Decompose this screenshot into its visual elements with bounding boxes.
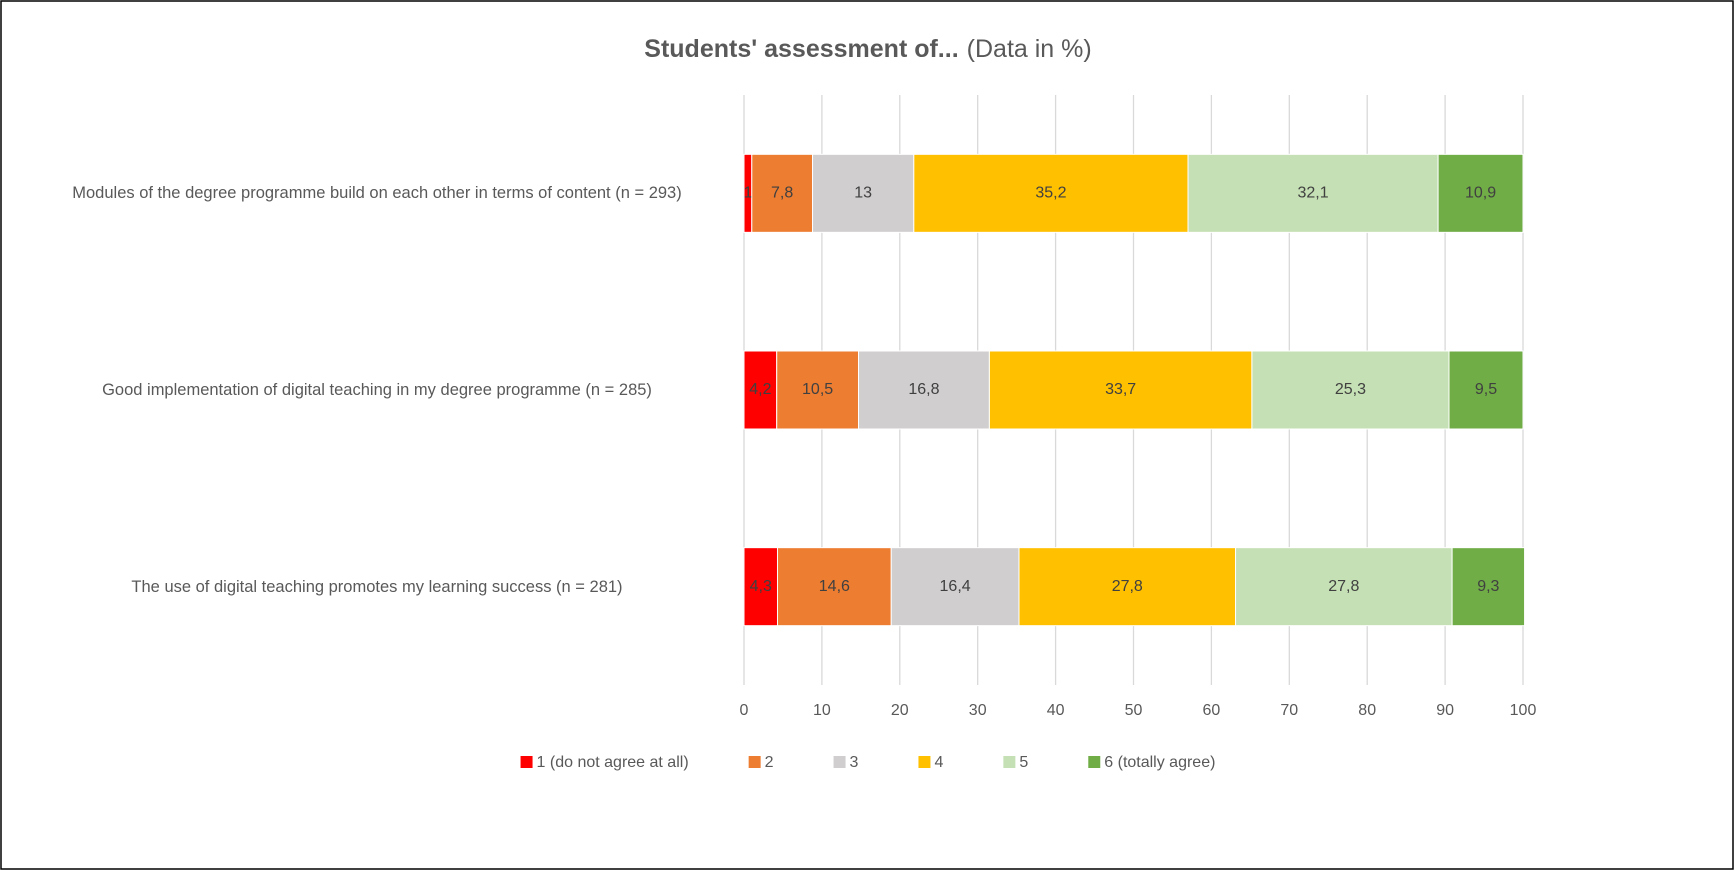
bar-segment <box>858 350 990 430</box>
x-tick-label: 90 <box>1436 702 1454 719</box>
x-tick-label: 0 <box>740 702 749 719</box>
bar-segment <box>913 153 1189 233</box>
data-label: 14,6 <box>819 578 850 595</box>
chart-title: Students' assessment of... (Data in %) <box>644 35 1091 63</box>
bar-segment <box>1448 350 1524 430</box>
y-tick-label: Modules of the degree programme build on… <box>72 184 682 203</box>
legend-label: 6 (totally agree) <box>1104 754 1215 771</box>
legend-swatch <box>918 756 931 768</box>
data-label: 7,8 <box>771 185 793 202</box>
data-label: 1 <box>743 185 752 202</box>
data-label: 4,2 <box>749 381 771 398</box>
legend-label: 3 <box>850 754 859 771</box>
x-tick-label: 100 <box>1510 702 1537 719</box>
data-label: 27,8 <box>1328 578 1359 595</box>
legend-swatch <box>833 756 846 768</box>
data-label: 4,3 <box>750 578 772 595</box>
legend-swatch <box>1088 756 1101 768</box>
y-tick-label: The use of digital teaching promotes my … <box>131 577 623 596</box>
y-tick-label: Good implementation of digital teaching … <box>102 381 652 399</box>
x-tick-label: 30 <box>969 702 987 719</box>
bar-segment <box>1451 547 1526 627</box>
data-label: 35,2 <box>1035 185 1066 202</box>
data-label: 27,8 <box>1112 578 1143 595</box>
data-label: 16,4 <box>940 578 971 595</box>
legend-label: 1 (do not agree at all) <box>537 754 689 771</box>
legend-swatch <box>748 756 761 768</box>
x-tick-label: 40 <box>1047 702 1065 719</box>
x-tick-label: 80 <box>1358 702 1376 719</box>
bar-segment <box>812 153 915 233</box>
legend-label: 5 <box>1019 754 1028 771</box>
legend-label: 2 <box>765 754 774 771</box>
x-tick-label: 10 <box>813 702 831 719</box>
bar-segment <box>1251 350 1450 430</box>
bar-segment <box>890 547 1020 627</box>
data-label: 33,7 <box>1105 381 1136 398</box>
legend-label: 4 <box>934 754 943 771</box>
data-label: 9,3 <box>1477 578 1499 595</box>
bar-segment <box>743 547 778 627</box>
data-label: 13 <box>854 185 872 202</box>
chart-title-main: Students' assessment of... <box>644 35 958 63</box>
legend-swatch <box>1003 756 1016 768</box>
legend-swatch <box>520 756 533 768</box>
data-label: 32,1 <box>1297 185 1328 202</box>
chart-subtitle: (Data in %) <box>967 35 1092 63</box>
data-label: 16,8 <box>908 381 939 398</box>
data-label: 10,5 <box>802 381 833 398</box>
bar-segment <box>1235 547 1453 627</box>
data-label: 9,5 <box>1475 381 1497 398</box>
bar-segment <box>1187 153 1439 233</box>
bar-segment <box>776 350 860 430</box>
bar-segment <box>1437 153 1524 233</box>
x-tick-label: 70 <box>1280 702 1298 719</box>
x-tick-label: 60 <box>1203 702 1221 719</box>
bar-segment <box>988 350 1253 430</box>
x-tick-label: 50 <box>1125 702 1143 719</box>
data-label: 25,3 <box>1335 381 1366 398</box>
x-tick-label: 20 <box>891 702 909 719</box>
data-label: 10,9 <box>1465 185 1496 202</box>
bar-segment <box>751 153 814 233</box>
